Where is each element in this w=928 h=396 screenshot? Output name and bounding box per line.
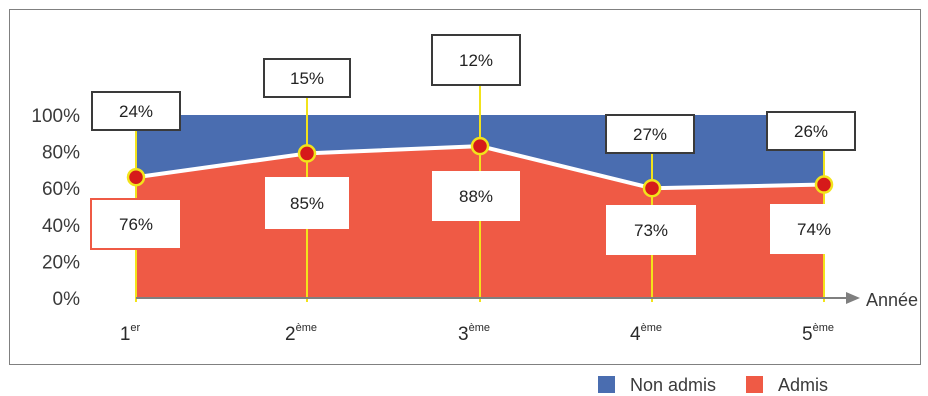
data-label-admis: 85% (290, 194, 324, 213)
data-label-non-admis-box (91, 91, 181, 131)
data-point-marker (470, 136, 490, 156)
x-tick-label: 1er (120, 322, 141, 345)
y-tick-label: 80% (42, 143, 80, 164)
data-label-non-admis: 27% (633, 125, 667, 144)
x-tick-label: 2ème (285, 322, 317, 345)
data-label-admis: 76% (119, 215, 153, 234)
x-tick-label: 3ème (458, 322, 490, 345)
x-tick-label: 4ème (630, 322, 662, 345)
y-tick-label: 100% (31, 106, 80, 127)
data-label-non-admis: 26% (794, 122, 828, 141)
y-tick-label: 0% (53, 289, 81, 310)
data-label-non-admis-box (263, 58, 351, 98)
data-label-admis-box (770, 204, 858, 254)
data-label-admis-box (90, 198, 182, 250)
legend-swatch-admis (746, 376, 763, 393)
y-tick-label: 60% (42, 179, 80, 200)
data-point-marker (642, 178, 662, 198)
data-label-non-admis: 12% (459, 51, 493, 70)
y-tick-label: 40% (42, 216, 80, 237)
data-label-admis-box (432, 171, 520, 221)
data-label-non-admis-box (605, 114, 695, 154)
legend-label-non-admis: Non admis (630, 375, 716, 395)
x-tick-label: 5ème (802, 322, 834, 345)
x-axis-arrow (846, 292, 860, 304)
data-label-admis: 88% (459, 187, 493, 206)
data-label-admis: 73% (634, 221, 668, 240)
data-point-marker (814, 175, 834, 194)
data-label-admis-box (265, 177, 349, 229)
data-point-marker (297, 144, 317, 163)
legend-label-admis: Admis (778, 375, 828, 395)
data-label-admis-box (606, 205, 696, 255)
chart-frame (9, 9, 921, 365)
data-label-non-admis: 15% (290, 69, 324, 88)
data-label-non-admis-box (766, 111, 856, 151)
x-axis-title: Année (866, 290, 918, 310)
data-label-admis: 74% (797, 220, 831, 239)
data-label-non-admis: 24% (119, 102, 153, 121)
y-tick-label: 20% (42, 252, 80, 273)
data-point-marker (126, 167, 146, 187)
legend-swatch-non-admis (598, 376, 615, 393)
data-label-non-admis-box (431, 34, 521, 86)
